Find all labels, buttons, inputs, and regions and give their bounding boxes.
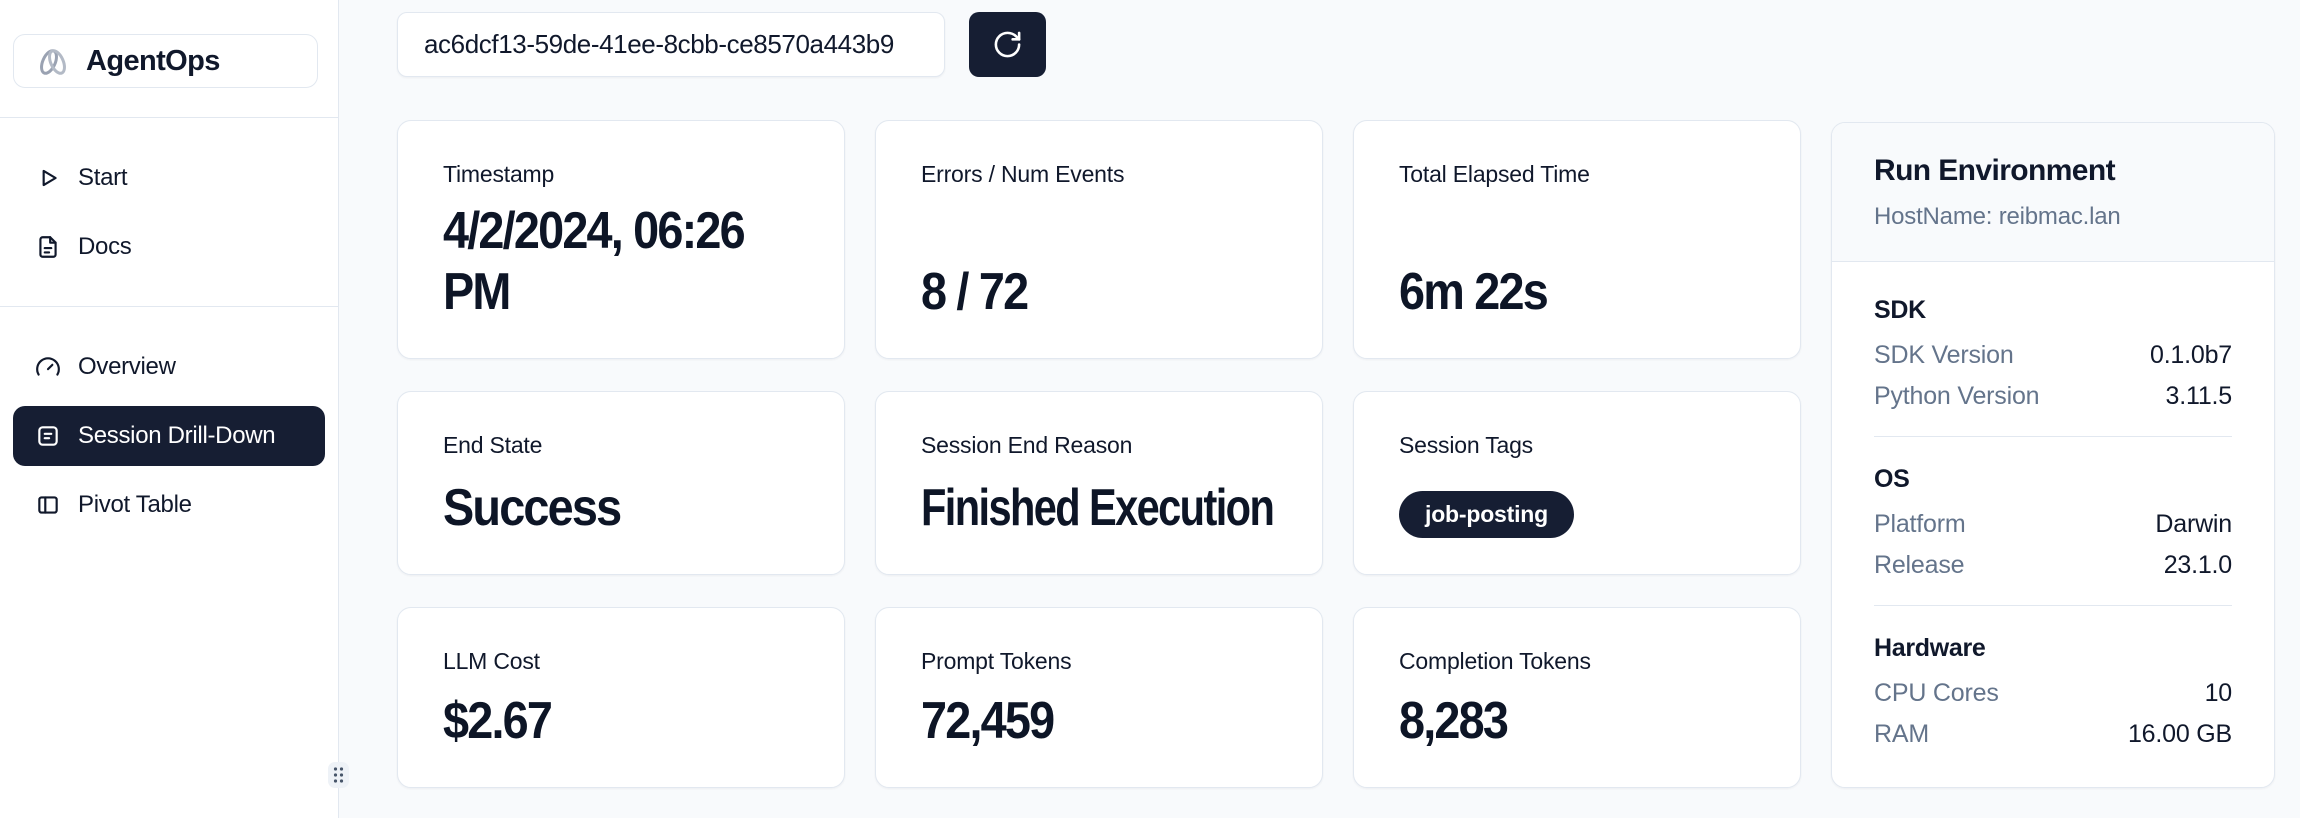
metric-value: $2.67 xyxy=(443,691,553,750)
metric-card: Errors / Num Events 8 / 72 xyxy=(875,120,1323,359)
sidebar-resize-handle[interactable] xyxy=(328,762,349,788)
metric-label: Total Elapsed Time xyxy=(1399,161,1590,187)
env-row: CPU Cores 10 xyxy=(1874,679,2232,708)
env-row-label: Release xyxy=(1874,551,1965,579)
env-row-value: Darwin xyxy=(2155,510,2232,538)
env-panel-header: Run Environment HostName: reibmac.lan xyxy=(1832,123,2274,262)
env-section-rows: Platform Darwin Release 23.1.0 xyxy=(1874,510,2232,580)
env-row-label: SDK Version xyxy=(1874,341,2014,369)
metric-card: LLM Cost $2.67 xyxy=(397,607,845,788)
sidebar-item-session-drill-down[interactable]: Session Drill-Down xyxy=(13,406,325,466)
session-tag-pill: job-posting xyxy=(1399,491,1574,538)
metric-label: Prompt Tokens xyxy=(921,648,1072,674)
env-row: RAM 16.00 GB xyxy=(1874,720,2232,749)
metric-card: Completion Tokens 8,283 xyxy=(1353,607,1801,788)
env-section: Hardware CPU Cores 10 RAM 16.00 GB xyxy=(1874,634,2232,749)
sidebar: AgentOps Start Docs Overview Session Dri… xyxy=(0,0,349,818)
agentops-logo[interactable]: AgentOps xyxy=(13,34,318,88)
metrics-grid: Timestamp 4/2/2024, 06:26 PM Errors / Num… xyxy=(397,120,1801,788)
metric-value: 4/2/2024, 06:26 PM xyxy=(443,202,746,321)
sidebar-item-label: Session Drill-Down xyxy=(78,422,276,449)
env-divider xyxy=(1874,605,2232,606)
hostname-text: HostName: reibmac.lan xyxy=(1874,203,2121,230)
metric-value: 72,459 xyxy=(921,691,1055,750)
metric-value: Success xyxy=(443,478,622,537)
refresh-icon xyxy=(992,29,1023,60)
grip-dots-icon xyxy=(331,766,346,784)
env-row: Python Version 3.11.5 xyxy=(1874,382,2232,411)
sidebar-item-label: Pivot Table xyxy=(78,491,192,518)
metric-label: Errors / Num Events xyxy=(921,161,1125,187)
sidebar-divider xyxy=(0,117,338,118)
env-panel-title: Run Environment xyxy=(1874,154,2116,187)
agentops-logo-icon xyxy=(34,44,72,78)
sidebar-nav-top: Start Docs xyxy=(0,148,338,277)
metric-label: LLM Cost xyxy=(443,648,540,674)
metric-label: Session Tags xyxy=(1399,432,1533,458)
metric-label: Timestamp xyxy=(443,161,555,187)
env-row-value: 3.11.5 xyxy=(2165,382,2233,410)
env-row-value: 0.1.0b7 xyxy=(2149,341,2232,369)
sidebar-item-docs[interactable]: Docs xyxy=(13,217,325,277)
env-row: Release 23.1.0 xyxy=(1874,551,2232,580)
metric-card: Timestamp 4/2/2024, 06:26 PM xyxy=(397,120,845,359)
sidebar-nav-main: Overview Session Drill-Down Pivot Table xyxy=(0,337,338,535)
play-icon xyxy=(35,165,61,191)
metric-value: 8,283 xyxy=(1399,691,1509,750)
metric-value: 6m 22s xyxy=(1399,262,1549,321)
pivot-table-icon xyxy=(35,492,61,518)
env-section-rows: SDK Version 0.1.0b7 Python Version 3.11.… xyxy=(1874,341,2232,411)
metric-card: Session Tags job-posting xyxy=(1353,391,1801,575)
metric-label: Completion Tokens xyxy=(1399,648,1591,674)
env-section-heading: Hardware xyxy=(1874,634,1986,662)
env-section-heading: OS xyxy=(1874,465,1910,493)
env-section: OS Platform Darwin Release 23.1.0 xyxy=(1874,465,2232,580)
session-tags-row: job-posting xyxy=(1399,491,1755,538)
gauge-icon xyxy=(35,354,61,380)
env-body: SDK SDK Version 0.1.0b7 Python Version 3… xyxy=(1832,262,2274,749)
sidebar-item-label: Start xyxy=(78,164,128,191)
sidebar-item-label: Docs xyxy=(78,233,132,260)
session-id-input[interactable] xyxy=(397,12,945,77)
sidebar-item-overview[interactable]: Overview xyxy=(13,337,325,397)
sidebar-item-start[interactable]: Start xyxy=(13,148,325,208)
env-row-label: Platform xyxy=(1874,510,1966,538)
sidebar-item-label: Overview xyxy=(78,353,176,380)
run-environment-panel: Run Environment HostName: reibmac.lan SD… xyxy=(1831,122,2275,788)
sidebar-divider xyxy=(0,306,338,307)
metric-value: 8 / 72 xyxy=(921,262,1029,321)
metric-value: Finished Execution xyxy=(921,478,1275,537)
session-drilldown-icon xyxy=(35,423,61,449)
refresh-button[interactable] xyxy=(969,12,1046,77)
env-row-label: Python Version xyxy=(1874,382,2040,410)
env-section-rows: CPU Cores 10 RAM 16.00 GB xyxy=(1874,679,2232,749)
env-row: SDK Version 0.1.0b7 xyxy=(1874,341,2232,370)
env-row: Platform Darwin xyxy=(1874,510,2232,539)
env-row-value: 16.00 GB xyxy=(2127,720,2232,748)
app-title: AgentOps xyxy=(86,44,220,77)
env-row-value: 10 xyxy=(2204,679,2233,707)
metric-label: End State xyxy=(443,432,543,458)
env-row-value: 23.1.0 xyxy=(2163,551,2233,579)
metric-card: Prompt Tokens 72,459 xyxy=(875,607,1323,788)
metric-card: Session End Reason Finished Execution xyxy=(875,391,1323,575)
metric-card: Total Elapsed Time 6m 22s xyxy=(1353,120,1801,359)
env-row-label: RAM xyxy=(1874,720,1929,748)
env-section-heading: SDK xyxy=(1874,296,1926,324)
metric-card: End State Success xyxy=(397,391,845,575)
dashboard-layout: Timestamp 4/2/2024, 06:26 PM Errors / Num… xyxy=(397,120,2275,788)
docs-icon xyxy=(35,234,61,260)
env-row-label: CPU Cores xyxy=(1874,679,1999,707)
env-section: SDK SDK Version 0.1.0b7 Python Version 3… xyxy=(1874,296,2232,411)
env-divider xyxy=(1874,436,2232,437)
sidebar-item-pivot-table[interactable]: Pivot Table xyxy=(13,475,325,535)
metric-label: Session End Reason xyxy=(921,432,1133,458)
session-toolbar xyxy=(397,12,2275,77)
